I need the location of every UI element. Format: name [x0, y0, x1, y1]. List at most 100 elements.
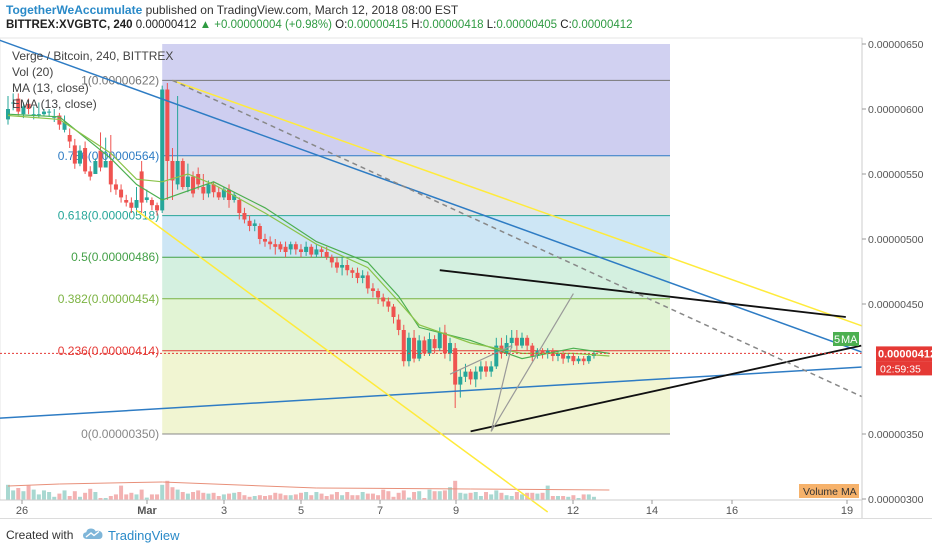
volume-bar: [427, 489, 432, 500]
tradingview-brand[interactable]: TradingView: [108, 528, 180, 543]
volume-bar: [391, 496, 396, 500]
zigzag-2: [490, 345, 513, 432]
open-value: 0.00000415: [347, 19, 409, 31]
fib-band-0.618: [162, 215, 670, 258]
price-tick-label: 0.00000450: [868, 299, 924, 311]
time-tick-label: Mar: [137, 505, 157, 517]
fib-label-0.5: 0.5(0.00000486): [71, 250, 159, 264]
candle-body: [31, 114, 36, 116]
volume-bar: [83, 492, 88, 500]
volume-bar: [129, 492, 134, 500]
fib-label-0: 0(0.00000350): [81, 427, 159, 441]
candle-body: [355, 272, 360, 278]
volume-bar: [252, 496, 257, 500]
volume-ma-label: Volume MA: [803, 486, 857, 498]
last-price: 0.00000412: [135, 19, 197, 31]
time-tick-label: 7: [377, 505, 383, 517]
volume-bar: [448, 487, 453, 500]
volume-bar: [139, 489, 144, 500]
candle-body: [227, 189, 232, 200]
candle-body: [427, 339, 432, 354]
legend-vol[interactable]: Vol (20): [12, 65, 54, 79]
ma-axis-tag-prefix: 5: [834, 334, 840, 346]
price-chart[interactable]: 1(0.00000622)0.786(0.00000564)0.618(0.00…: [0, 0, 932, 518]
low-label: L:: [486, 19, 497, 31]
candle-body: [211, 184, 216, 193]
candle-body: [319, 249, 324, 252]
volume-bar: [576, 498, 581, 500]
volume-bar: [227, 493, 232, 500]
price-tick-label: 0.00000650: [868, 39, 924, 51]
volume-bar: [499, 492, 504, 500]
candle-body: [566, 356, 571, 359]
volume-bar: [365, 493, 370, 500]
candle-body: [376, 291, 381, 298]
volume-bar: [201, 492, 206, 500]
volume-bar: [26, 485, 31, 500]
volume-bar: [175, 489, 180, 500]
candle-body: [93, 161, 98, 174]
volume-bar: [345, 492, 350, 500]
fib-band-0.5: [162, 257, 670, 299]
volume-bar: [530, 492, 535, 500]
volume-bar: [52, 496, 57, 500]
candle-body: [304, 246, 309, 252]
volume-bar: [535, 493, 540, 500]
candle-body: [134, 200, 139, 208]
candle-body: [417, 340, 422, 359]
volume-bar: [319, 493, 324, 500]
candle-body: [432, 339, 437, 349]
candle-body: [525, 337, 530, 346]
volume-bar: [41, 490, 46, 500]
candle-body: [170, 161, 175, 181]
candle-body: [345, 265, 350, 271]
ma-line: [7, 114, 610, 357]
volume-bar: [47, 492, 52, 500]
candle-body: [473, 371, 478, 380]
channel-upper-yellow: [172, 79, 932, 352]
volume-bar: [98, 498, 103, 500]
price-axis-bg: [862, 38, 932, 518]
author-link[interactable]: TogetherWeAccumulate: [6, 3, 143, 17]
countdown-value: 02:59:35: [880, 363, 921, 375]
volume-bar: [329, 494, 334, 500]
time-tick-label: 12: [567, 505, 579, 517]
dashed-projection: [172, 79, 932, 430]
time-tick-label: 16: [726, 505, 738, 517]
candle-body: [252, 223, 257, 226]
publish-header: TogetherWeAccumulate published on Tradin…: [6, 3, 458, 17]
volume-bar: [468, 492, 473, 500]
close-value: 0.00000412: [571, 19, 633, 31]
volume-bar: [334, 492, 339, 500]
fib-band-1: [162, 80, 670, 156]
volume-bar: [144, 497, 149, 500]
publish-info: published on TradingView.com, March 12, …: [142, 3, 459, 17]
volume-bar: [119, 485, 124, 500]
volume-bar: [504, 495, 509, 500]
candle-body: [561, 353, 566, 359]
high-value: 0.00000418: [422, 19, 484, 31]
volume-ma-line: [59, 481, 163, 485]
volume-bar: [484, 492, 489, 500]
legend-ema[interactable]: EMA (13, close): [12, 97, 97, 111]
volume-bar: [237, 492, 242, 500]
candle-body: [113, 184, 118, 190]
legend-ma[interactable]: MA (13, close): [12, 81, 89, 95]
volume-bar: [561, 496, 566, 500]
candle-body: [247, 220, 252, 226]
candle-body: [458, 376, 463, 385]
volume-bar: [268, 495, 273, 500]
candle-body: [478, 366, 483, 372]
volume-bar: [417, 491, 422, 500]
candle-body: [221, 189, 226, 198]
volume-bar: [288, 495, 293, 500]
volume-bar: [586, 494, 591, 500]
current-price-tag: [876, 346, 932, 362]
time-tick-label: 19: [841, 505, 853, 517]
candle-body: [268, 241, 273, 245]
volume-bar: [509, 496, 514, 500]
volume-ma-tag: [799, 484, 859, 498]
volume-bar: [180, 492, 185, 500]
candle-body: [340, 265, 345, 268]
